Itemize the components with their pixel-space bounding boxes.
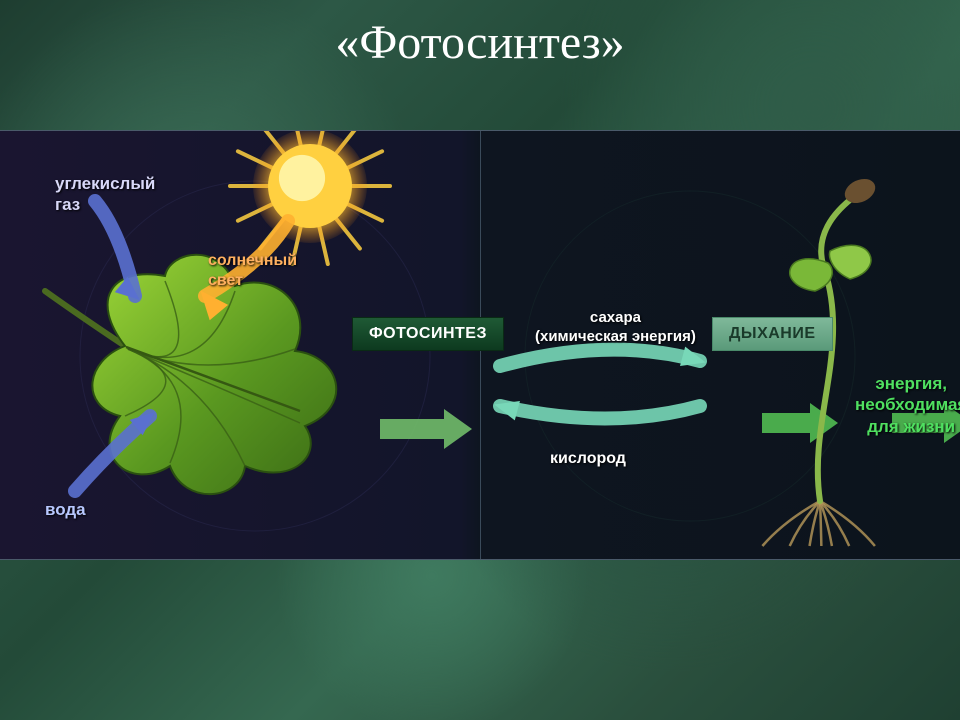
label-sunlight: солнечныйсвет xyxy=(208,251,297,291)
diagram-panel: углекислыйгаз солнечныйсвет вода сахара(… xyxy=(0,130,960,560)
label-energy: энергия,необходимаядля жизни xyxy=(855,373,960,437)
page-title: «Фотосинтез» xyxy=(0,0,960,70)
label-oxygen: кислород xyxy=(550,449,626,469)
pill-photosynthesis: ФОТОСИНТЕЗ xyxy=(352,317,504,351)
label-co2: углекислыйгаз xyxy=(55,173,155,216)
pill-respiration: ДЫХАНИЕ xyxy=(712,317,833,351)
label-water: вода xyxy=(45,499,86,520)
label-sugar: сахара(химическая энергия) xyxy=(535,309,696,347)
